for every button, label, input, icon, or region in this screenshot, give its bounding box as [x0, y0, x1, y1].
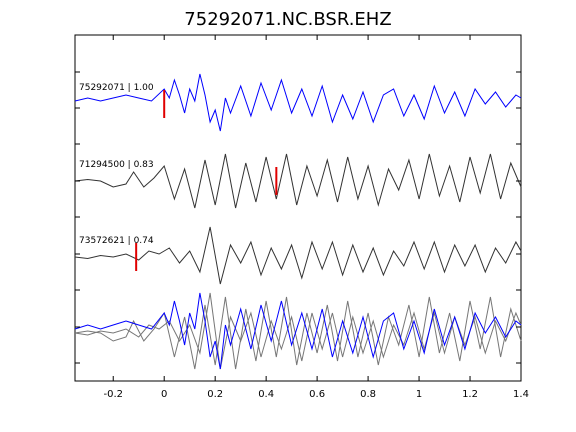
- x-tick-label: 1: [416, 389, 422, 400]
- plot-frame: [74, 34, 522, 382]
- trace-line-2: [74, 153, 522, 209]
- overlay-trace-1: [74, 292, 522, 370]
- x-tick-label: 0.6: [309, 389, 325, 400]
- x-tick-label: 1.4: [513, 389, 529, 400]
- x-tick-label: 1.2: [462, 389, 478, 400]
- chart-title: 75292071.NC.BSR.EHZ: [184, 9, 391, 30]
- overlay-trace-2: [74, 296, 522, 370]
- x-tick-label: 0: [161, 389, 167, 400]
- trace-label-3: 73572621 | 0.74: [79, 236, 154, 246]
- x-tick-label: 0.4: [258, 389, 274, 400]
- trace-label-2: 71294500 | 0.83: [79, 160, 154, 170]
- traces-layer: 75292071 | 1.00 71294500 | 0.83 73572621 |…: [74, 73, 522, 370]
- x-tick-label: 0.2: [207, 389, 223, 400]
- trace-line-1: [74, 73, 522, 132]
- trace-line-3: [74, 226, 522, 285]
- trace-label-1: 75292071 | 1.00: [79, 83, 154, 93]
- x-tick-label: -0.2: [103, 389, 123, 400]
- x-tick-label: 0.8: [360, 389, 376, 400]
- x-axis: -0.2 0 0.2 0.4 0.6 0.8 1 1.2 1.4: [75, 35, 529, 400]
